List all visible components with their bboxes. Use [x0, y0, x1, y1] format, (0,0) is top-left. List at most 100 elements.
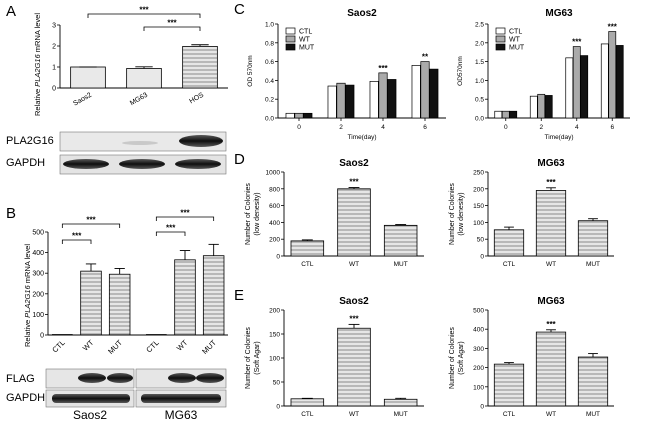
blot-a-gapdh-band-mg63 [119, 159, 165, 169]
bar [378, 72, 388, 119]
x-tick-label: CTL [50, 338, 66, 354]
x-tick-label: MUT [200, 338, 218, 356]
y-tick-label: 0 [480, 254, 484, 261]
x-tick-label: WT [81, 338, 96, 353]
bar [337, 327, 371, 407]
y-axis-label: (low denesity) [254, 192, 261, 235]
significance-bracket [155, 231, 186, 236]
chart-title: MG63 [537, 296, 565, 307]
y-tick-label: 50 [273, 380, 281, 387]
chart-title: MG63 [545, 8, 573, 19]
y-tick-label: 0.0 [265, 116, 274, 123]
bar [303, 112, 313, 119]
y-axis-label: Number of Colonies [245, 327, 252, 389]
significance-label: *** [608, 23, 618, 32]
y-tick-label: 2.5 [475, 22, 484, 29]
significance-label: *** [546, 320, 556, 329]
bar [493, 363, 525, 407]
bar [369, 80, 379, 119]
bar [501, 110, 510, 119]
chart-title: Saos2 [339, 158, 369, 169]
chart-a-pla2g16-mrna: 0 1 2 3 Saos2 MG63 HOS *** *** Relative PLA2G16 m… [33, 6, 228, 116]
significance-label: *** [572, 38, 582, 47]
bar [420, 61, 430, 119]
blot-b-flag-label: FLAG [6, 373, 35, 385]
y-tick-label: 0.0 [475, 116, 484, 123]
x-axis-label: Time(day) [544, 134, 573, 141]
bar [429, 68, 439, 119]
chart-title: Saos2 [339, 296, 369, 307]
chart-title: MG63 [537, 158, 565, 169]
significance-bracket [155, 216, 215, 221]
y-tick-label: 200 [473, 365, 484, 372]
legend-label: WT [509, 37, 521, 44]
blot-b-flag-band-saos2-mut [107, 373, 133, 383]
panel-letter-d: D [234, 151, 245, 168]
chart-e-mg63-soft-agar: 0 100 200 300 400 500 CTL WT MUT *** MG63 Number of… [449, 296, 614, 418]
chart-c-mg63-od: 0.0 0.5 1.0 1.5 2.0 2.5 0 2 4 6 *** *** MG63 Time(day… [457, 8, 630, 141]
blot-b-saos2-label: Saos2 [73, 408, 107, 422]
y-tick-label: 50 [477, 237, 485, 244]
y-tick-label: 0 [40, 333, 44, 340]
blot-a-gapdh-label: GAPDH [6, 157, 45, 169]
y-tick-label: 2 [52, 44, 56, 51]
significance-label: *** [546, 178, 556, 187]
y-tick-label: 0.6 [265, 59, 274, 66]
bar [615, 45, 624, 119]
bar [600, 43, 609, 119]
significance-label: *** [378, 64, 388, 73]
bar [294, 112, 304, 119]
bar [202, 255, 225, 336]
legend-swatch [495, 27, 506, 35]
bar [577, 356, 609, 407]
x-tick-label: 2 [339, 124, 343, 131]
legend-swatch [285, 35, 296, 43]
legend-swatch [285, 43, 296, 51]
blot-a-gapdh-band-hos [175, 159, 221, 169]
y-tick-label: 200 [32, 291, 44, 298]
blot-b-flag-band-mg63-mut [196, 373, 224, 383]
x-tick-label: WT [175, 338, 190, 353]
x-tick-label: MG63 [129, 92, 149, 108]
x-tick-label: 6 [423, 124, 427, 131]
x-tick-label: 4 [381, 124, 385, 131]
y-tick-label: 200 [269, 308, 280, 315]
y-tick-label: 100 [32, 312, 44, 319]
significance-label: *** [349, 178, 359, 187]
bar [537, 93, 546, 119]
blot-a-pla2g16-band-hos [179, 135, 223, 147]
significance-label: *** [72, 232, 82, 241]
chart-b-pla2g16-mrna: 0 100 200 300 400 500 CTL WT MUT CTL WT MUT *** *** **… [23, 209, 228, 356]
y-tick-label: 150 [473, 203, 484, 210]
bar [327, 85, 337, 119]
x-tick-label: MUT [106, 338, 124, 356]
y-tick-label: 0 [276, 404, 280, 411]
legend-swatch [495, 35, 506, 43]
y-tick-label: 400 [32, 250, 44, 257]
bar [565, 57, 574, 119]
legend-swatch [495, 43, 506, 51]
bar [387, 79, 397, 119]
y-tick-label: 100 [269, 356, 280, 363]
bar [535, 331, 567, 407]
y-tick-label: 500 [473, 308, 484, 315]
y-tick-label: 2.0 [475, 40, 484, 47]
y-axis-label: OD 570nm [247, 55, 254, 86]
legend-label: WT [299, 37, 311, 44]
chart-c-saos2-od: 0.00.20.40.60.81.00 2 4 6*****Saos2Time(day… [247, 8, 446, 141]
y-axis-label: Number of Colonies [449, 327, 456, 389]
bar [383, 224, 418, 257]
bar [336, 82, 346, 119]
bar [345, 84, 355, 119]
bar [411, 65, 421, 119]
blot-b-flag-band-saos2-wt [78, 373, 106, 383]
blot-b-gapdh-band-saos2 [52, 394, 130, 403]
y-tick-label: 0 [52, 86, 56, 93]
y-tick-label: 0.2 [265, 97, 274, 104]
significance-bracket [143, 26, 201, 31]
significance-label: ** [422, 53, 429, 62]
panel-letter-c: C [234, 1, 245, 18]
y-tick-label: 3 [52, 23, 56, 30]
y-axis-label: Number of Colonies [245, 183, 252, 245]
bar [572, 46, 581, 119]
